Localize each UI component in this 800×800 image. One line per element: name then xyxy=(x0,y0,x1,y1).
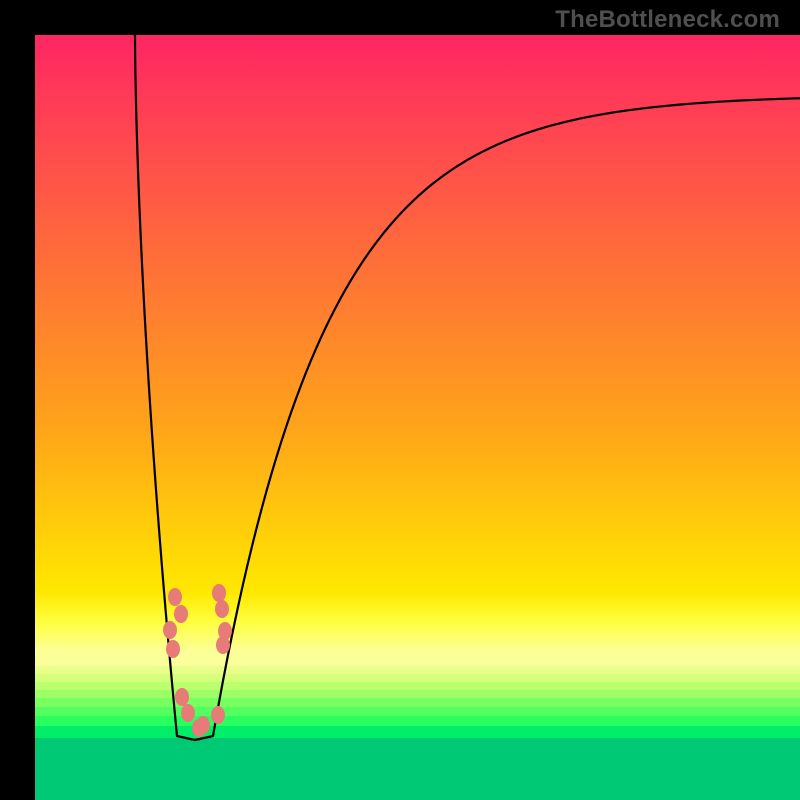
data-marker xyxy=(218,622,232,640)
data-marker xyxy=(196,716,210,734)
watermark-text: TheBottleneck.com xyxy=(555,6,780,34)
data-marker xyxy=(166,640,180,658)
data-marker xyxy=(211,706,225,724)
curve-line xyxy=(135,35,800,740)
outer-frame: TheBottleneck.com xyxy=(0,0,800,800)
plot-area xyxy=(35,35,800,800)
bottleneck-curve xyxy=(35,35,800,800)
data-marker xyxy=(168,588,182,606)
data-marker xyxy=(181,704,195,722)
marker-cluster xyxy=(163,584,232,737)
data-marker xyxy=(174,605,188,623)
data-marker xyxy=(163,621,177,639)
data-marker xyxy=(175,688,189,706)
data-marker xyxy=(215,600,229,618)
data-marker xyxy=(212,584,226,602)
